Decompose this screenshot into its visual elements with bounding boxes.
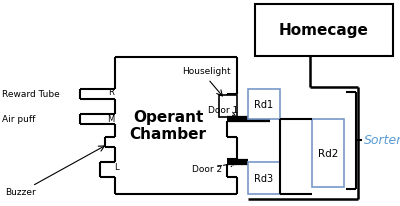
Text: Rd1: Rd1 xyxy=(254,99,274,109)
Text: R: R xyxy=(108,88,114,97)
Text: Rd2: Rd2 xyxy=(318,148,338,158)
Text: M: M xyxy=(107,115,114,124)
Text: Reward Tube: Reward Tube xyxy=(2,90,60,99)
Text: Sorter: Sorter xyxy=(364,134,400,147)
Bar xyxy=(248,162,280,194)
Bar xyxy=(255,5,393,57)
Text: Door 2: Door 2 xyxy=(192,165,222,174)
Text: Air puff: Air puff xyxy=(2,115,35,124)
Text: Houselight: Houselight xyxy=(182,67,231,76)
Bar xyxy=(219,96,237,117)
Bar xyxy=(312,119,344,187)
Text: Chamber: Chamber xyxy=(130,127,206,142)
Text: Buzzer: Buzzer xyxy=(5,188,36,197)
Text: Rd3: Rd3 xyxy=(254,173,274,183)
Text: Door 1: Door 1 xyxy=(208,106,238,115)
Bar xyxy=(248,90,280,119)
Text: Homecage: Homecage xyxy=(279,23,369,38)
Text: L: L xyxy=(114,163,119,172)
Text: Operant: Operant xyxy=(133,110,203,125)
